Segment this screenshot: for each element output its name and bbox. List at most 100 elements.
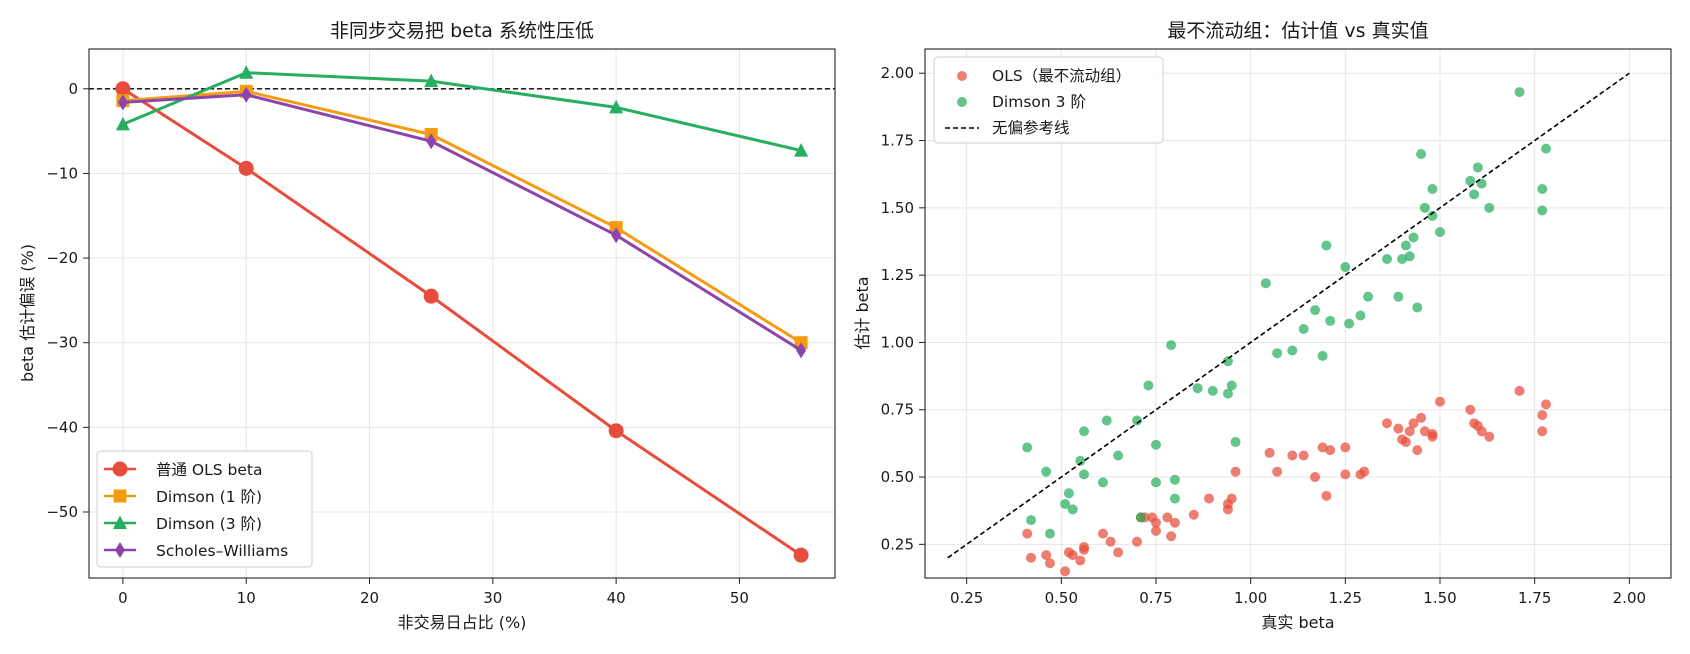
chart-right-x-tick-label: 0.25 [950, 589, 983, 607]
scatter-point-ols [1226, 493, 1237, 504]
scatter-point-dimson-3 [1041, 466, 1052, 477]
scatter-point-dimson-3 [1287, 345, 1298, 356]
chart-right-y-tick-label: 1.00 [881, 333, 914, 351]
scatter-point-dimson-3 [1298, 323, 1309, 334]
legend-marker-dimson-3-scatter [957, 97, 967, 107]
legend-marker-dimson-3 [113, 515, 127, 529]
scatter-point-ols [1044, 558, 1055, 569]
legend-marker-ols-scatter [957, 71, 967, 81]
scatter-point-dimson-3 [1150, 439, 1161, 450]
scatter-point-dimson-3 [1067, 504, 1078, 515]
scatter-point-dimson-3 [1272, 348, 1283, 359]
scatter-point-dimson-3 [1060, 498, 1071, 509]
scatter-point-dimson-3 [1113, 450, 1124, 461]
scatter-point-dimson-3 [1143, 380, 1154, 391]
chart-right-y-tick-label: 0.25 [881, 535, 914, 553]
scatter-point-ols [1113, 547, 1124, 558]
scatter-point-dimson-3 [1355, 310, 1366, 321]
legend-label-reference-line: 无偏参考线 [992, 119, 1070, 137]
scatter-point-dimson-3 [1310, 305, 1321, 316]
scatter-point-ols [1408, 418, 1419, 429]
scatter-point-dimson-3 [1344, 318, 1355, 329]
chart-left-x-label: 非交易日占比 (%) [398, 613, 527, 632]
scatter-point-dimson-3 [1397, 253, 1408, 264]
chart-left-y-ticks: 0 −10 −20 −30 −40 −50 [46, 80, 89, 521]
scatter-point-dimson-3 [1537, 183, 1548, 194]
chart-left-y-tick-label: −40 [46, 418, 78, 436]
scatter-point-dimson-3 [1226, 380, 1237, 391]
scatter-point-ols [1230, 466, 1241, 477]
scatter-point-dimson-3 [1404, 251, 1415, 262]
scatter-point-ols [1514, 385, 1525, 396]
scatter-point-ols [1287, 450, 1298, 461]
chart-left-y-tick-label: −10 [46, 164, 78, 182]
chart-left-y-label: beta 估计偏误 (%) [18, 244, 37, 382]
scatter-point-dimson-3 [1022, 442, 1033, 453]
scatter-point-ols [1264, 447, 1275, 458]
chart-right-x-tick-label: 2.00 [1613, 589, 1646, 607]
scatter-point-ols [1435, 396, 1446, 407]
chart-right-x-tick-label: 1.25 [1329, 589, 1362, 607]
chart-right-y-label: 估计 beta [853, 276, 872, 349]
scatter-point-dimson-3 [1400, 240, 1411, 251]
scatter-point-ols [1317, 442, 1328, 453]
scatter-point-ols [1041, 550, 1052, 561]
chart-right-x-tick-label: 1.75 [1518, 589, 1551, 607]
chart-right-y-tick-label: 1.50 [881, 199, 914, 217]
series-ols [115, 81, 809, 563]
scatter-point-ols [1067, 550, 1078, 561]
scatter-point-ols [1381, 418, 1392, 429]
scatter-point-dimson-3 [1192, 383, 1203, 394]
scatter-point-ols [1204, 493, 1215, 504]
scatter-point-ols [1272, 466, 1283, 477]
chart-right-legend: OLS（最不流动组） Dimson 3 阶 无偏参考线 [933, 56, 1164, 144]
scatter-point-ols [1150, 517, 1161, 528]
scatter-point-ols [1321, 490, 1332, 501]
scatter-point-dimson-3 [1393, 291, 1404, 302]
scatter-point-dimson-3 [1169, 493, 1180, 504]
chart-left-x-tick-label: 30 [483, 589, 502, 607]
scatter-point-ols [1079, 542, 1090, 553]
chart-left-y-tick-label: −20 [46, 249, 78, 267]
series-scholes-williams-point [117, 94, 128, 111]
series-scholes-williams-point [426, 133, 437, 150]
scatter-point-dimson-3 [1476, 178, 1487, 189]
series-ols-point [608, 423, 624, 439]
series-dimson-3-line [122, 71, 802, 153]
series-scholes-williams-line [122, 93, 802, 352]
scatter-point-dimson-3 [1169, 474, 1180, 485]
scatter-point-dimson-3 [1427, 183, 1438, 194]
scatter-point-dimson-3 [1435, 227, 1446, 238]
scatter-point-dimson-3 [1419, 202, 1430, 213]
scatter-point-ols [1537, 426, 1548, 437]
series-ols-point [238, 160, 254, 176]
scatter-point-dimson-3 [1321, 240, 1332, 251]
scatter-point-dimson-3 [1465, 175, 1476, 186]
series-dimson-3-point [115, 116, 130, 131]
series-dimson-3-point [609, 99, 624, 114]
chart-right-y-tick-label: 2.00 [881, 64, 914, 82]
scatter-point-ols [1476, 426, 1487, 437]
scatter-point-dimson-3 [1079, 426, 1090, 437]
chart-left-legend: 普通 OLS beta Dimson (1 阶) Dimson (3 阶) Sc… [96, 450, 313, 568]
chart-right-y-tick-label: 1.75 [881, 132, 914, 150]
scatter-series-dimson-3 [1022, 87, 1552, 539]
chart-left-x-tick-label: 10 [237, 589, 256, 607]
legend-label-dimson-3-scatter: Dimson 3 阶 [992, 93, 1086, 111]
scatter-point-ols [1188, 509, 1199, 520]
series-dimson-3-point [239, 65, 254, 79]
scatter-point-ols [1026, 552, 1037, 563]
scatter-point-dimson-3 [1514, 87, 1525, 98]
scatter-point-ols [1310, 472, 1321, 483]
scatter-point-ols [1340, 469, 1351, 480]
chart-right-reference-line [947, 72, 1630, 559]
scatter-point-ols [1400, 437, 1411, 448]
scatter-point-dimson-3 [1260, 278, 1271, 289]
scatter-point-ols [1416, 412, 1427, 423]
scatter-point-ols [1105, 536, 1116, 547]
series-dimson-3 [115, 65, 809, 157]
chart-left-y-tick-label: 0 [68, 80, 78, 98]
scatter-point-dimson-3 [1484, 202, 1495, 213]
chart-right-x-label: 真实 beta [1261, 613, 1334, 632]
